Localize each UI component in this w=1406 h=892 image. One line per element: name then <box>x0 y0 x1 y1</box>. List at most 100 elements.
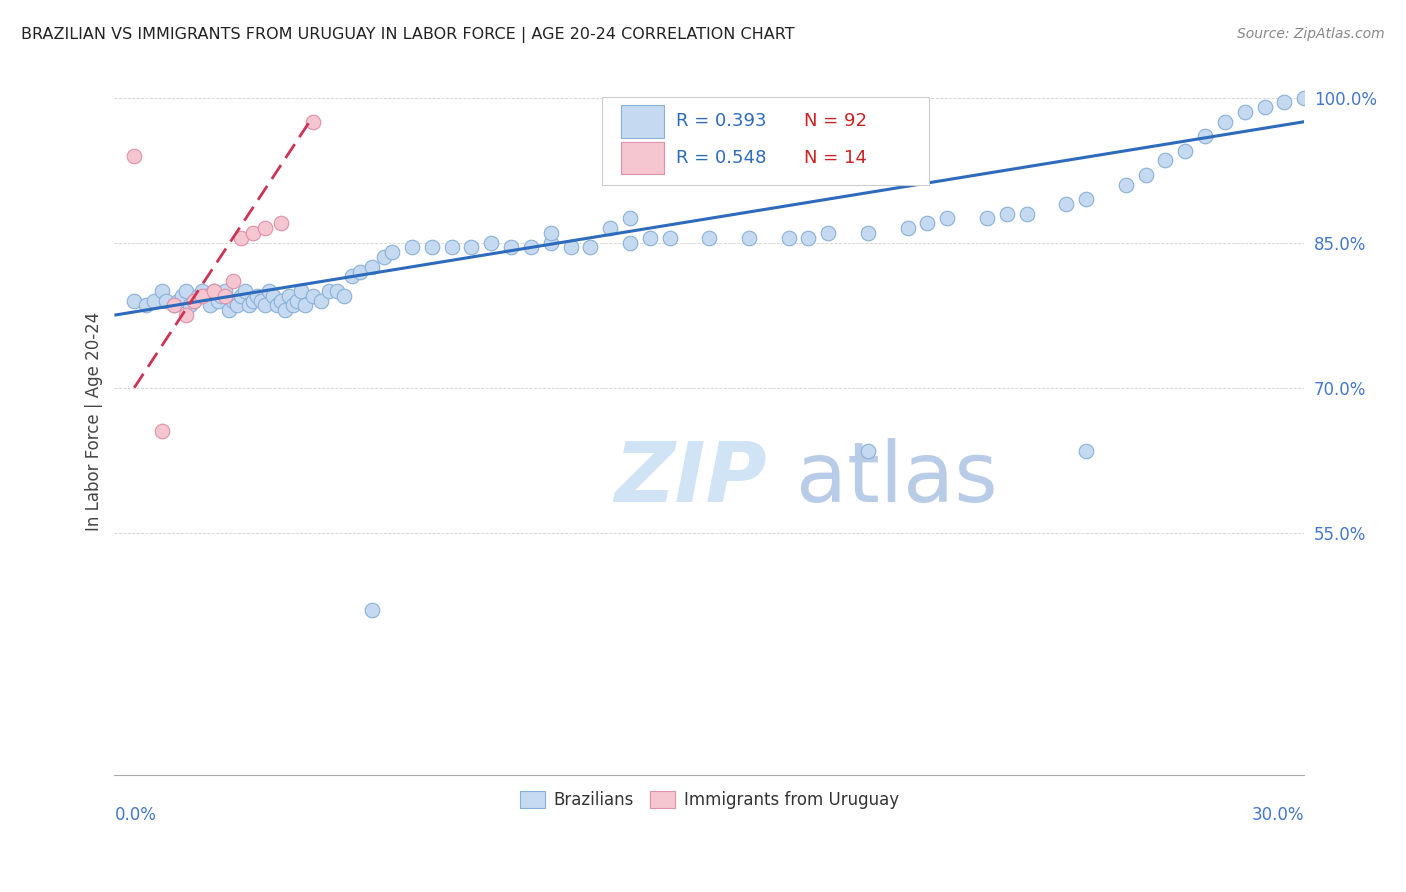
Point <box>1253 100 1275 114</box>
Point <box>1015 206 1038 220</box>
Point <box>361 260 384 274</box>
Text: atlas: atlas <box>796 438 998 518</box>
Point <box>262 289 284 303</box>
Point <box>638 231 661 245</box>
Point <box>540 235 562 250</box>
Point <box>797 231 820 245</box>
Point <box>758 148 780 162</box>
Point <box>333 289 356 303</box>
Point <box>309 293 332 308</box>
Point <box>440 240 463 254</box>
Point <box>270 293 292 308</box>
Point <box>190 284 212 298</box>
Point <box>420 240 443 254</box>
Point <box>579 240 602 254</box>
Point <box>373 250 395 264</box>
Point <box>150 284 173 298</box>
Point <box>1194 129 1216 144</box>
Point <box>198 298 221 312</box>
Text: ZIP: ZIP <box>614 438 766 518</box>
Text: 0.0%: 0.0% <box>114 806 156 824</box>
Point <box>1154 153 1177 168</box>
Text: BRAZILIAN VS IMMIGRANTS FROM URUGUAY IN LABOR FORCE | AGE 20-24 CORRELATION CHAR: BRAZILIAN VS IMMIGRANTS FROM URUGUAY IN … <box>21 27 794 43</box>
Point <box>499 240 522 254</box>
Point <box>135 298 157 312</box>
Point <box>190 289 212 303</box>
Point <box>174 284 197 298</box>
Point <box>238 298 260 312</box>
Point <box>479 235 502 250</box>
Point <box>266 298 288 312</box>
Point <box>1294 90 1316 104</box>
Point <box>738 231 761 245</box>
Point <box>401 240 423 254</box>
Point <box>246 289 269 303</box>
Point <box>318 284 340 298</box>
Point <box>187 289 209 303</box>
Point <box>1135 168 1157 182</box>
Text: 30.0%: 30.0% <box>1251 806 1305 824</box>
Point <box>222 274 245 288</box>
Text: R = 0.393: R = 0.393 <box>676 112 766 130</box>
Point <box>254 221 277 235</box>
Point <box>242 293 264 308</box>
Point <box>361 603 384 617</box>
Point <box>250 293 273 308</box>
Point <box>917 216 939 230</box>
Point <box>202 284 225 298</box>
Point <box>254 298 277 312</box>
Point <box>697 231 720 245</box>
Point <box>183 293 205 308</box>
Point <box>856 443 879 458</box>
Point <box>1174 144 1197 158</box>
Point <box>242 226 264 240</box>
Point <box>1213 114 1236 128</box>
Point <box>976 211 998 226</box>
Point <box>619 211 641 226</box>
Point <box>1274 95 1296 110</box>
Point <box>163 298 186 312</box>
FancyBboxPatch shape <box>602 96 929 185</box>
Point <box>897 221 920 235</box>
Point <box>342 269 364 284</box>
Point <box>1115 178 1137 192</box>
Point <box>718 158 741 172</box>
Point <box>520 240 543 254</box>
Point <box>678 168 700 182</box>
Point <box>1233 105 1256 120</box>
Point <box>194 289 217 303</box>
Point <box>1074 443 1097 458</box>
Point <box>231 231 253 245</box>
Point <box>270 216 292 230</box>
Point <box>155 293 177 308</box>
Y-axis label: In Labor Force | Age 20-24: In Labor Force | Age 20-24 <box>86 312 103 531</box>
Point <box>1054 197 1077 211</box>
Point <box>167 293 190 308</box>
Point <box>381 245 404 260</box>
Text: N = 92: N = 92 <box>804 112 868 130</box>
Point <box>856 226 879 240</box>
Point <box>540 226 562 240</box>
Legend: Brazilians, Immigrants from Uruguay: Brazilians, Immigrants from Uruguay <box>513 784 905 815</box>
Point <box>619 235 641 250</box>
Point <box>231 289 253 303</box>
Point <box>222 293 245 308</box>
Point <box>290 284 312 298</box>
Point <box>122 148 145 162</box>
Point <box>163 298 186 312</box>
Point <box>214 284 236 298</box>
Point <box>778 231 800 245</box>
Point <box>995 206 1018 220</box>
Point <box>936 211 959 226</box>
Point <box>207 293 229 308</box>
Text: N = 14: N = 14 <box>804 149 868 167</box>
Point <box>143 293 166 308</box>
Point <box>658 231 681 245</box>
Point <box>1074 192 1097 206</box>
FancyBboxPatch shape <box>621 105 664 137</box>
Point <box>170 289 193 303</box>
Point <box>233 284 256 298</box>
Point <box>257 284 280 298</box>
Point <box>325 284 347 298</box>
Point <box>281 298 304 312</box>
